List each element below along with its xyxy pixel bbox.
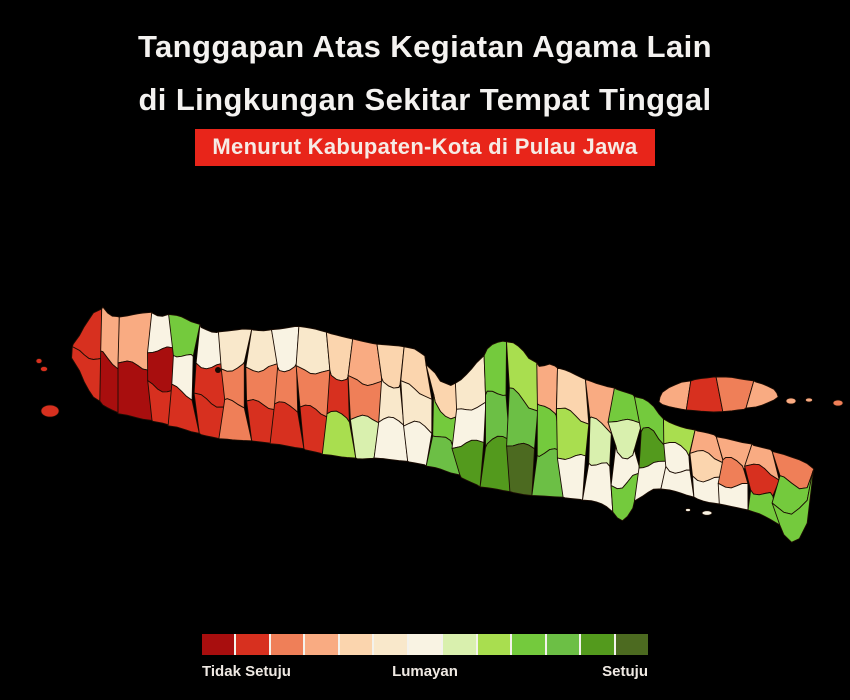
map-region-cell xyxy=(454,355,487,411)
legend-swatch-7 xyxy=(443,634,476,655)
map-region-cell xyxy=(717,482,749,511)
legend-swatch-6 xyxy=(408,634,442,655)
map-region-cell xyxy=(269,401,305,450)
legend-swatch-9 xyxy=(512,634,545,655)
map-region-cell xyxy=(607,418,643,460)
legend-swatch-4 xyxy=(339,634,373,655)
madura-region-cell xyxy=(745,380,779,409)
page-title: Tanggapan Atas Kegiatan Agama Lain di Li… xyxy=(0,20,850,126)
subtitle-badge: Menurut Kabupaten-Kota di Pulau Jawa xyxy=(195,129,655,166)
legend-swatch-1 xyxy=(236,634,269,655)
legend-swatch-12 xyxy=(615,634,649,655)
map-region-cell xyxy=(451,439,485,488)
map-region-cell xyxy=(168,313,201,358)
map-region-cell xyxy=(771,469,814,543)
map-region-cell xyxy=(479,435,511,493)
legend-label-agree: Setuju xyxy=(602,663,648,680)
legend-label-neutral: Lumayan xyxy=(392,663,458,680)
legend-swatch-10 xyxy=(546,634,580,655)
islet-east-1 xyxy=(805,397,813,403)
islet-east-2 xyxy=(832,399,844,407)
legend-swatch-3 xyxy=(305,634,338,655)
legend-swatch-11 xyxy=(581,634,614,655)
islet-south-0 xyxy=(701,510,713,516)
islet-south-1 xyxy=(685,508,691,512)
subtitle-row: Menurut Kabupaten-Kota di Pulau Jawa xyxy=(0,129,850,166)
city-dot xyxy=(215,367,221,373)
islet-west-2 xyxy=(40,404,60,418)
legend-label-disagree: Tidak Setuju xyxy=(202,663,291,680)
madura-region-cell xyxy=(658,380,692,411)
map-region-cell xyxy=(483,340,507,396)
title-line-2: di Lingkungan Sekitar Tempat Tinggal xyxy=(138,82,712,117)
islet-east-0 xyxy=(785,397,797,405)
legend-swatch-8 xyxy=(477,634,511,655)
legend-color-scale xyxy=(202,634,649,655)
legend: Tidak Setuju Lumayan Setuju xyxy=(202,634,649,681)
islet-west-1 xyxy=(40,366,48,372)
title-line-1: Tanggapan Atas Kegiatan Agama Lain xyxy=(138,29,712,64)
map-region-cell xyxy=(117,360,153,421)
islet-west-0 xyxy=(35,358,43,364)
legend-swatch-5 xyxy=(374,634,407,655)
legend-swatch-0 xyxy=(202,634,235,655)
map-region-cell xyxy=(295,325,331,375)
legend-swatch-2 xyxy=(270,634,304,655)
map-region-cell xyxy=(506,442,535,496)
map-region-cell xyxy=(582,462,614,513)
legend-labels: Tidak Setuju Lumayan Setuju xyxy=(202,663,648,681)
